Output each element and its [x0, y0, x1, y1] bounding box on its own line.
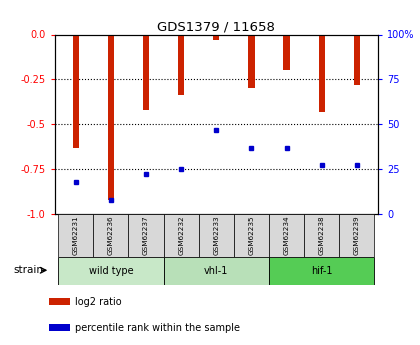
Bar	[50, 324, 70, 331]
Text: percentile rank within the sample: percentile rank within the sample	[75, 323, 240, 333]
Text: GSM62239: GSM62239	[354, 216, 360, 255]
Text: log2 ratio: log2 ratio	[75, 297, 122, 307]
Bar	[319, 34, 325, 112]
Text: wild type: wild type	[89, 266, 133, 276]
Text: vhl-1: vhl-1	[204, 266, 228, 276]
Bar	[108, 34, 114, 199]
Bar	[73, 34, 79, 148]
Bar	[234, 214, 269, 257]
Text: GSM62231: GSM62231	[73, 216, 79, 255]
Bar	[199, 214, 234, 257]
Bar	[50, 298, 70, 305]
Bar	[93, 214, 129, 257]
Bar	[269, 214, 304, 257]
Bar	[304, 214, 339, 257]
Bar	[163, 214, 199, 257]
Bar	[354, 34, 360, 85]
Text: GSM62238: GSM62238	[319, 216, 325, 255]
Text: GSM62237: GSM62237	[143, 216, 149, 255]
Bar	[163, 257, 269, 285]
Bar	[129, 214, 163, 257]
Text: GSM62233: GSM62233	[213, 216, 219, 255]
Bar	[213, 34, 220, 40]
Bar	[143, 34, 149, 110]
Bar	[178, 34, 184, 96]
Text: GSM62235: GSM62235	[249, 216, 255, 255]
Text: strain: strain	[13, 265, 44, 275]
Text: GSM62236: GSM62236	[108, 216, 114, 255]
Text: GSM62232: GSM62232	[178, 216, 184, 255]
Title: GDS1379 / 11658: GDS1379 / 11658	[158, 20, 275, 33]
Bar	[58, 214, 93, 257]
Bar	[284, 34, 290, 70]
Bar	[58, 257, 163, 285]
Bar	[339, 214, 375, 257]
Text: hif-1: hif-1	[311, 266, 333, 276]
Bar	[269, 257, 375, 285]
Bar	[248, 34, 255, 88]
Text: GSM62234: GSM62234	[284, 216, 290, 255]
